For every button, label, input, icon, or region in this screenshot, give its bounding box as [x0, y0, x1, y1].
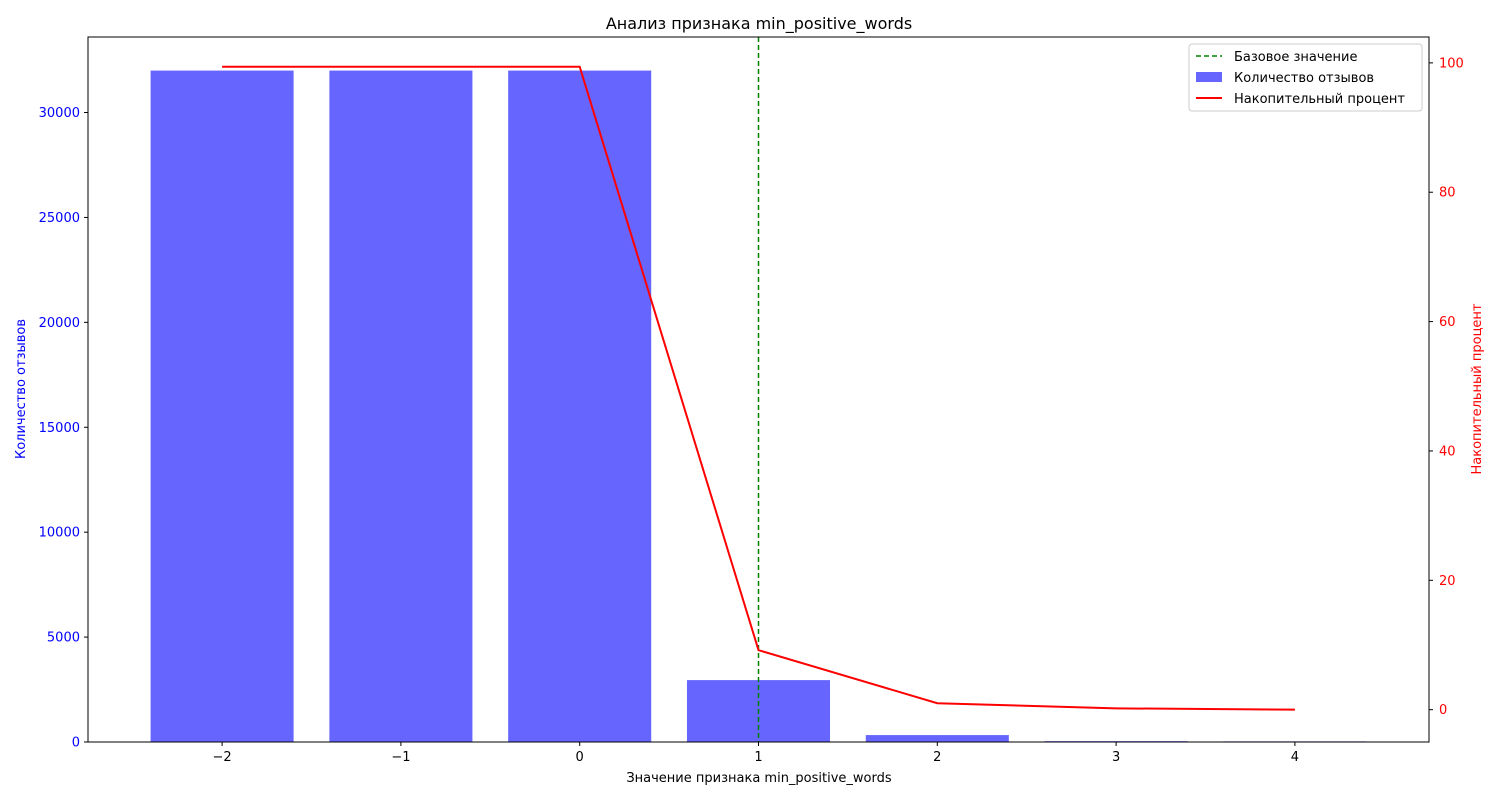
- left-tick-label: 10000: [39, 526, 80, 541]
- left-tick-label: 30000: [39, 106, 80, 121]
- legend-line-label: Накопительный процент: [1234, 92, 1405, 107]
- legend-bars-swatch: [1196, 72, 1222, 82]
- left-axis-label: Количество отзывов: [14, 319, 29, 459]
- left-tick-label: 20000: [39, 316, 80, 331]
- x-axis-ticks: −2 −1 0 1 2 3 4: [213, 742, 1299, 765]
- x-tick-label: 0: [576, 750, 584, 765]
- left-tick-label: 0: [72, 736, 80, 751]
- legend-box: [1188, 43, 1423, 112]
- x-axis-label: Значение признака min_positive_words: [626, 771, 892, 786]
- chart-title: Анализ признака min_positive_words: [606, 14, 912, 34]
- x-tick-label: 4: [1291, 750, 1299, 765]
- right-tick-label: 0: [1439, 703, 1447, 718]
- bar-−1: [329, 70, 473, 743]
- cumulative-line-layer: [222, 65, 1295, 711]
- left-tick-label: 5000: [47, 631, 80, 646]
- bar-2: [865, 735, 1009, 742]
- x-tick-label: 1: [754, 750, 762, 765]
- left-tick-label: 15000: [39, 421, 80, 436]
- x-tick-label: −1: [391, 750, 410, 765]
- right-axis-ticks: 0 20 40 60 80 100: [1429, 56, 1464, 718]
- x-tick-label: 3: [1112, 750, 1120, 765]
- legend-bars-label: Количество отзывов: [1234, 71, 1374, 86]
- x-tick-label: 2: [933, 750, 941, 765]
- right-tick-label: 40: [1439, 444, 1456, 459]
- right-tick-label: 20: [1439, 574, 1456, 589]
- left-axis-ticks: 0 5000 10000 15000 20000 25000 30000: [39, 106, 88, 751]
- x-tick-label: −2: [213, 750, 232, 765]
- right-tick-label: 60: [1439, 315, 1456, 330]
- bar-0: [508, 70, 652, 743]
- right-tick-label: 100: [1439, 56, 1464, 71]
- legend: Базовое значение Количество отзывов Нако…: [1188, 43, 1423, 112]
- right-axis-label: Накопительный процент: [1470, 303, 1485, 474]
- bar-−2: [150, 70, 294, 743]
- bars-layer: [150, 70, 1367, 743]
- left-tick-label: 25000: [39, 211, 80, 226]
- legend-baseline-label: Базовое значение: [1234, 50, 1358, 65]
- right-tick-label: 80: [1439, 186, 1456, 201]
